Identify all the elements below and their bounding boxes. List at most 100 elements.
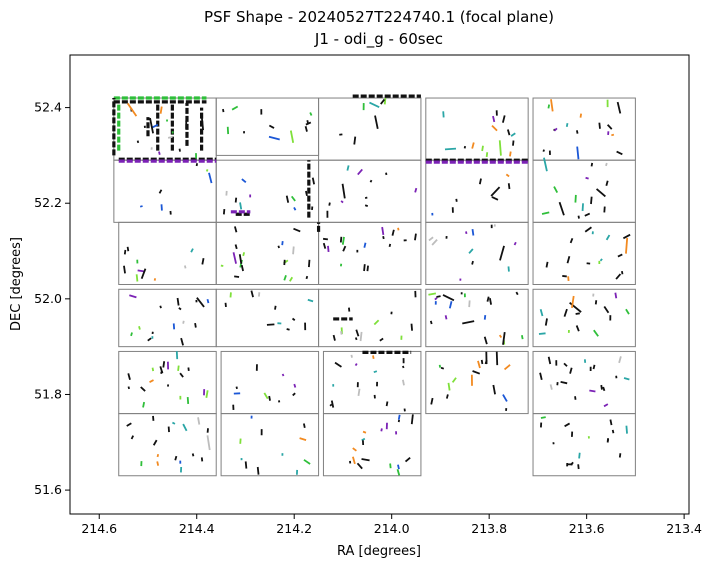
psf-whisker-242 <box>293 207 297 211</box>
psf-whisker-215 <box>584 212 591 217</box>
x-tick-label: 213.8 <box>471 521 507 536</box>
ccd-cell-23 <box>425 350 529 415</box>
psf-whisker-197 <box>356 462 363 470</box>
psf-whisker-325 <box>341 183 346 199</box>
psf-whisker-168 <box>328 202 331 206</box>
psf-whisker-62 <box>127 373 131 380</box>
psf-whisker-355 <box>159 305 162 309</box>
psf-whisker-110 <box>290 195 296 202</box>
psf-whisker-303 <box>444 147 457 151</box>
psf-whisker-255 <box>383 97 387 105</box>
psf-whisker-182 <box>481 145 484 152</box>
ccd-cell-17 <box>318 288 422 348</box>
psf-whisker-397 <box>462 320 475 325</box>
psf-whisker-323 <box>521 335 524 340</box>
psf-whisker-228 <box>178 148 181 152</box>
psf-whisker-98 <box>544 318 548 326</box>
ccd-cell-27 <box>322 413 422 477</box>
psf-whisker-125 <box>611 429 615 434</box>
psf-whisker-375 <box>389 463 392 469</box>
psf-whisker-363 <box>569 301 582 313</box>
psf-whisker-174 <box>478 178 482 185</box>
psf-whisker-192 <box>563 308 568 317</box>
psf-whisker-226 <box>362 430 367 434</box>
psf-whisker-211 <box>477 360 481 369</box>
psf-whisker-202 <box>374 115 379 129</box>
psf-whisker-266 <box>179 372 184 378</box>
psf-whisker-308 <box>238 254 243 264</box>
psf-whisker-112 <box>600 384 603 390</box>
psf-whisker-172 <box>361 437 366 442</box>
psf-whisker-158 <box>350 354 353 358</box>
psf-whisker-287 <box>397 227 400 231</box>
psf-whisker-21 <box>197 417 201 425</box>
psf-whisker-320 <box>616 101 622 114</box>
psf-whisker-312 <box>234 197 238 203</box>
psf-whisker-396 <box>431 239 438 246</box>
psf-whisker-186 <box>540 416 546 419</box>
y-tick-label: 52.4 <box>34 100 62 115</box>
psf-whisker-235 <box>397 464 400 470</box>
psf-whisker-330 <box>307 298 314 303</box>
psf-whisker-302 <box>502 332 506 345</box>
psf-whisker-188 <box>127 386 130 390</box>
psf-whisker-357 <box>334 361 342 368</box>
psf-whisker-154 <box>553 127 558 132</box>
psf-whisker-267 <box>183 265 187 269</box>
ccd-cell-16 <box>215 288 320 348</box>
psf-whisker-391 <box>311 177 316 185</box>
psf-whisker-393 <box>429 320 433 325</box>
psf-whisker-307 <box>140 268 147 280</box>
psf-whisker-150 <box>565 123 569 127</box>
psf-whisker-31 <box>151 123 159 129</box>
psf-whisker-394 <box>208 172 213 184</box>
psf-whisker-173 <box>391 229 395 236</box>
ccd-cell-3 <box>425 97 529 161</box>
psf-whisker-239 <box>293 383 297 388</box>
psf-whisker-362 <box>485 152 489 158</box>
psf-whisker-326 <box>174 455 178 461</box>
psf-whisker-321 <box>373 370 378 374</box>
ccd-cell-25 <box>118 413 217 477</box>
psf-whisker-240 <box>428 292 437 296</box>
psf-whisker-314 <box>177 365 180 371</box>
ccd-cell-12 <box>318 221 422 285</box>
psf-whisker-408 <box>590 196 593 205</box>
psf-whisker-156 <box>353 136 357 145</box>
x-tick-label: 214.0 <box>374 521 410 536</box>
psf-whisker-147 <box>323 237 328 241</box>
psf-whisker-16 <box>515 291 519 296</box>
psf-whisker-135 <box>486 296 490 302</box>
psf-whisker-72 <box>162 361 166 368</box>
ccd-cell-8 <box>425 159 529 223</box>
psf-whisker-230 <box>140 386 146 392</box>
psf-whisker-137 <box>283 275 287 281</box>
psf-whisker-167 <box>355 329 360 337</box>
psf-whisker-75 <box>471 142 475 149</box>
psf-whisker-343 <box>305 121 312 126</box>
psf-whisker-53 <box>543 157 548 172</box>
psf-whisker-48 <box>152 439 158 446</box>
psf-whisker-121 <box>299 437 307 442</box>
ccd-cell-22 <box>322 350 422 415</box>
psf-whisker-224 <box>292 246 295 255</box>
psf-whisker-313 <box>584 226 592 233</box>
psf-whisker-213 <box>498 140 502 156</box>
psf-whisker-409 <box>126 422 132 427</box>
psf-whisker-250 <box>147 337 152 342</box>
psf-whisker-205 <box>614 292 618 299</box>
psf-whisker-129 <box>263 392 269 400</box>
psf-whisker-114 <box>603 305 610 314</box>
y-tick-label: 52.0 <box>34 291 62 306</box>
psf-whisker-351 <box>274 305 277 310</box>
psf-whisker-276 <box>622 233 631 240</box>
psf-whisker-177 <box>471 260 474 265</box>
psf-whisker-359 <box>602 386 606 392</box>
psf-whisker-3 <box>268 395 271 401</box>
psf-whisker-43 <box>581 203 584 211</box>
psf-whisker-252 <box>332 334 336 341</box>
psf-whisker-164 <box>585 176 589 180</box>
ccd-cell-1 <box>215 97 320 156</box>
psf-whisker-109 <box>502 394 508 402</box>
psf-whisker-212 <box>545 261 549 268</box>
